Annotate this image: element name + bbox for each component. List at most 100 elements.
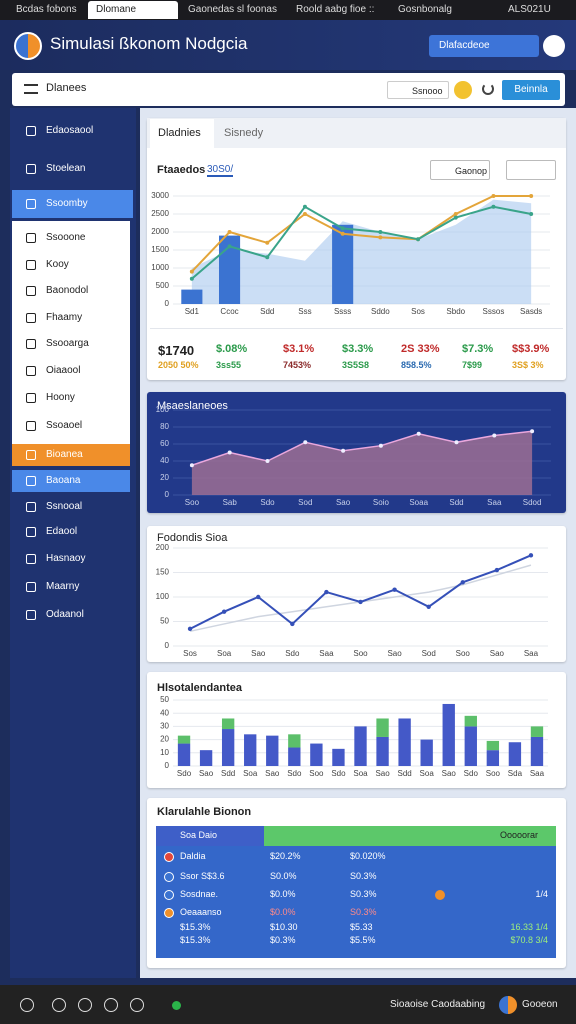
- table-body: [156, 846, 556, 958]
- sidebar-item[interactable]: Stoelean: [12, 158, 130, 180]
- logo: [14, 32, 42, 60]
- stat-change: 3S$ 3%: [512, 360, 544, 370]
- browser-tab[interactable]: Gaonedas sl foonas: [188, 4, 277, 15]
- stat-value: $.08%: [216, 343, 248, 355]
- line-card: [147, 526, 566, 662]
- overview-tab[interactable]: Sisnedy: [224, 127, 264, 139]
- table-cell: $5.5%: [350, 935, 376, 945]
- table-title: Klarulahle Bionon: [157, 806, 252, 818]
- row-icon: [164, 852, 174, 862]
- table-cell: Oeaaanso: [180, 907, 222, 917]
- row-icon: [164, 908, 174, 918]
- table-header-cell: Ooooorar: [500, 830, 539, 840]
- sidebar-icon: [26, 450, 36, 460]
- table-cell: $15.3%: [180, 922, 211, 932]
- filter-select[interactable]: [506, 160, 556, 180]
- table-cell: S0.3%: [350, 871, 377, 881]
- emoji-icon: [454, 81, 472, 99]
- browser-tab[interactable]: Dlomane: [88, 1, 178, 19]
- row-icon: [164, 890, 174, 900]
- sidebar-item[interactable]: Ssooarga: [12, 333, 130, 355]
- table-cell: $0.3%: [270, 935, 296, 945]
- table-cell: $0.0%: [270, 889, 296, 899]
- action-button[interactable]: Beinnla: [502, 80, 560, 100]
- table-cell: Sosdnae.: [180, 889, 219, 899]
- table-header-right: [264, 826, 556, 846]
- app-title: Simulasi ßkonom Nodgcia: [50, 34, 248, 53]
- sidebar-item[interactable]: Hoony: [12, 387, 130, 409]
- table-cell: $5.33: [350, 922, 373, 932]
- sidebar-item[interactable]: Ssnooal: [12, 496, 130, 518]
- submenu-panel: [12, 221, 130, 445]
- header-button[interactable]: Dlafacdeoe: [429, 35, 539, 57]
- browser-tab[interactable]: Roold aabg fioe ::: [296, 4, 375, 15]
- sidebar-item[interactable]: Baoana: [12, 470, 130, 492]
- table-cell: S0.3%: [350, 907, 377, 917]
- row-marker: [435, 890, 445, 900]
- toolbar: [12, 73, 565, 106]
- table-cell: $70.8 3/4: [510, 935, 548, 945]
- browser-tab[interactable]: Gosnbonalg: [398, 4, 452, 15]
- sidebar-icon: [26, 421, 36, 431]
- table-cell: $10.30: [270, 922, 298, 932]
- sidebar-item[interactable]: Ssoomby: [12, 190, 133, 218]
- chart-title: Hlsotalendantea: [157, 682, 242, 694]
- period-link[interactable]: 30S0/: [207, 164, 234, 177]
- sidebar-item[interactable]: Bioanea: [12, 444, 130, 466]
- sidebar-item[interactable]: Maarny: [12, 576, 130, 598]
- dropdown[interactable]: Dlanees: [46, 82, 87, 94]
- stat-change: 2050 50%: [158, 360, 199, 370]
- chart-title: Fodondis Sioa: [157, 532, 228, 544]
- taskbar-icon[interactable]: [130, 998, 144, 1012]
- table-cell: S0.3%: [350, 889, 377, 899]
- taskbar-app[interactable]: Sioaoise Caodaabing: [390, 999, 486, 1010]
- table-cell: 16.33 1/4: [510, 922, 548, 932]
- sidebar-icon: [26, 199, 36, 209]
- tab-strip: [147, 118, 566, 148]
- taskbar-icon[interactable]: [104, 998, 118, 1012]
- sidebar-item[interactable]: Edaool: [12, 521, 130, 543]
- sidebar-item[interactable]: Edaosaool: [12, 120, 130, 142]
- overview-subtitle: Ftaaedos: [157, 164, 206, 176]
- overview-tab[interactable]: Dladnies: [150, 119, 214, 148]
- sidebar-icon: [26, 313, 36, 323]
- sidebar-item[interactable]: Odaanol: [12, 604, 130, 626]
- table-cell: Ssor S$3.6: [180, 871, 225, 881]
- sidebar-item[interactable]: Kooy: [12, 254, 130, 276]
- sidebar-icon: [26, 554, 36, 564]
- refresh-icon[interactable]: [482, 83, 494, 95]
- browser-tab[interactable]: Bcdas fobons: [16, 4, 77, 15]
- sidebar-item[interactable]: Oiaaool: [12, 360, 130, 382]
- stat-value: $3.1%: [283, 343, 315, 355]
- taskbar-user[interactable]: Gooeon: [522, 999, 558, 1010]
- stats-row: [150, 328, 563, 378]
- sidebar-icon: [26, 393, 36, 403]
- taskbar-icon[interactable]: [78, 998, 92, 1012]
- sidebar-item[interactable]: Ssoaoel: [12, 415, 130, 437]
- sidebar-icon: [26, 476, 36, 486]
- stat-change: 7$99: [462, 360, 483, 370]
- stat-change: 7453%: [283, 360, 312, 370]
- taskbar-icon[interactable]: [20, 998, 34, 1012]
- sidebar-icon: [26, 286, 36, 296]
- sidebar-item[interactable]: Baonodol: [12, 280, 130, 302]
- select[interactable]: Gaonop: [430, 160, 490, 180]
- stat-change: 3S5S8: [342, 360, 370, 370]
- sidebar-item[interactable]: Hasnaoy: [12, 548, 130, 570]
- browser-tab[interactable]: ALS021U: [508, 4, 551, 15]
- sidebar-icon: [26, 582, 36, 592]
- sidebar-item[interactable]: Ssooone: [12, 227, 130, 249]
- table-cell: $20.2%: [270, 851, 301, 861]
- sidebar-icon: [26, 527, 36, 537]
- stat-value: $7.3%: [462, 343, 494, 355]
- taskbar-icon[interactable]: [52, 998, 66, 1012]
- stat-value: 2S 33%: [401, 343, 440, 355]
- sidebar-item[interactable]: Fhaamy: [12, 307, 130, 329]
- sidebar-icon: [26, 126, 36, 136]
- menu-icon[interactable]: [24, 84, 38, 94]
- search-box[interactable]: Ssnooo: [387, 81, 449, 99]
- table-cell: 1/4: [535, 889, 548, 899]
- stat-change: 3ss55: [216, 360, 242, 370]
- sidebar-icon: [26, 260, 36, 270]
